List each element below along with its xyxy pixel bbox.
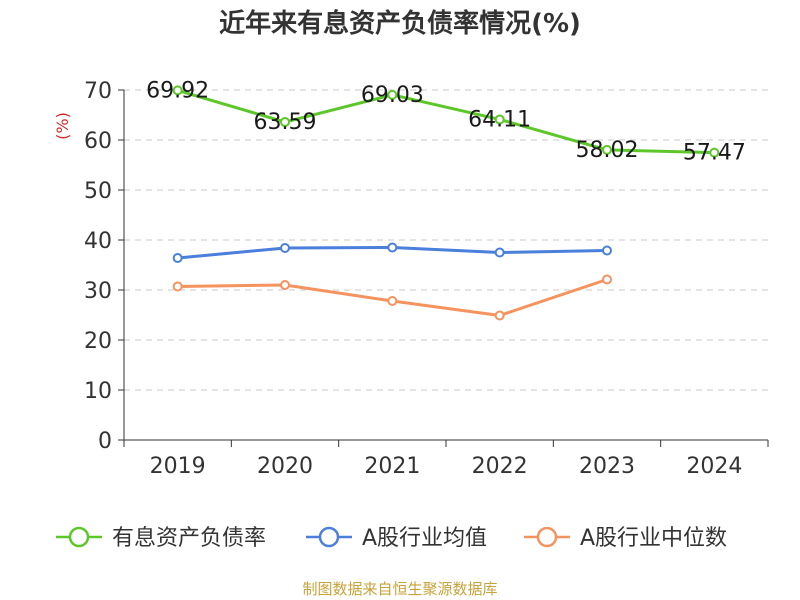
legend-item[interactable]: A股行业中位数 <box>524 526 727 551</box>
data-point <box>494 114 505 125</box>
series-line <box>177 88 715 155</box>
axes: 0 10 20 30 40 50 60 70 2019 2020 2021 2022 2023 2024 <box>84 79 769 479</box>
data-point <box>280 280 290 290</box>
legend-item[interactable]: 有息资产负债率 <box>56 526 266 551</box>
data-point <box>172 253 183 263</box>
y-tick-label: 40 <box>84 229 112 254</box>
data-point <box>172 281 183 292</box>
data-point <box>494 247 505 258</box>
data-label: 57.47 <box>683 141 746 166</box>
y-tick-label: 70 <box>84 79 112 104</box>
data-point <box>602 245 612 256</box>
legend-label: A股行业均值 <box>362 526 487 551</box>
data-point <box>387 242 398 253</box>
legend-label: 有息资产负债率 <box>112 526 266 551</box>
legend-marker <box>318 526 340 548</box>
chart-title: 近年来有息资产负债率情况(%) <box>219 8 581 39</box>
series-lines <box>172 85 720 321</box>
data-label: 63.59 <box>254 110 317 135</box>
data-label: 69.92 <box>146 78 209 103</box>
data-labels: 69.92 63.59 69.03 64.11 58.02 57.47 <box>146 78 746 165</box>
y-tick-label: 0 <box>98 429 112 454</box>
x-tick-label: 2024 <box>686 454 742 479</box>
legend-label: A股行业中位数 <box>580 526 727 551</box>
legend-marker <box>536 526 558 548</box>
x-tick-label: 2019 <box>150 454 206 479</box>
x-tick-label: 2022 <box>472 454 528 479</box>
data-point <box>494 310 505 321</box>
data-point <box>280 243 290 253</box>
data-point <box>280 117 290 128</box>
x-tick-label: 2020 <box>257 454 313 479</box>
x-tick-label: 2023 <box>579 454 635 479</box>
data-label: 69.03 <box>361 83 424 108</box>
legend[interactable]: 有息资产负债率 A股行业均值 A股行业中位数 <box>56 526 727 551</box>
data-point <box>602 144 612 155</box>
grid-lines <box>124 89 768 391</box>
x-tick-label: 2021 <box>364 454 420 479</box>
data-point <box>172 85 183 96</box>
y-axis-label: (%) <box>53 112 72 140</box>
y-tick-label: 30 <box>84 279 112 304</box>
y-tick-label: 10 <box>84 379 112 404</box>
y-tick-label: 50 <box>84 179 112 204</box>
data-point <box>387 89 398 100</box>
data-point <box>602 274 612 285</box>
legend-item[interactable]: A股行业均值 <box>306 526 487 551</box>
y-tick-label: 60 <box>84 129 112 154</box>
y-tick-label: 20 <box>84 329 112 354</box>
data-point <box>709 147 720 158</box>
source-note: 制图数据来自恒生聚源数据库 <box>302 580 497 598</box>
data-label: 58.02 <box>576 138 639 163</box>
data-point <box>387 296 398 306</box>
legend-marker <box>68 526 90 548</box>
data-label: 64.11 <box>468 107 531 132</box>
